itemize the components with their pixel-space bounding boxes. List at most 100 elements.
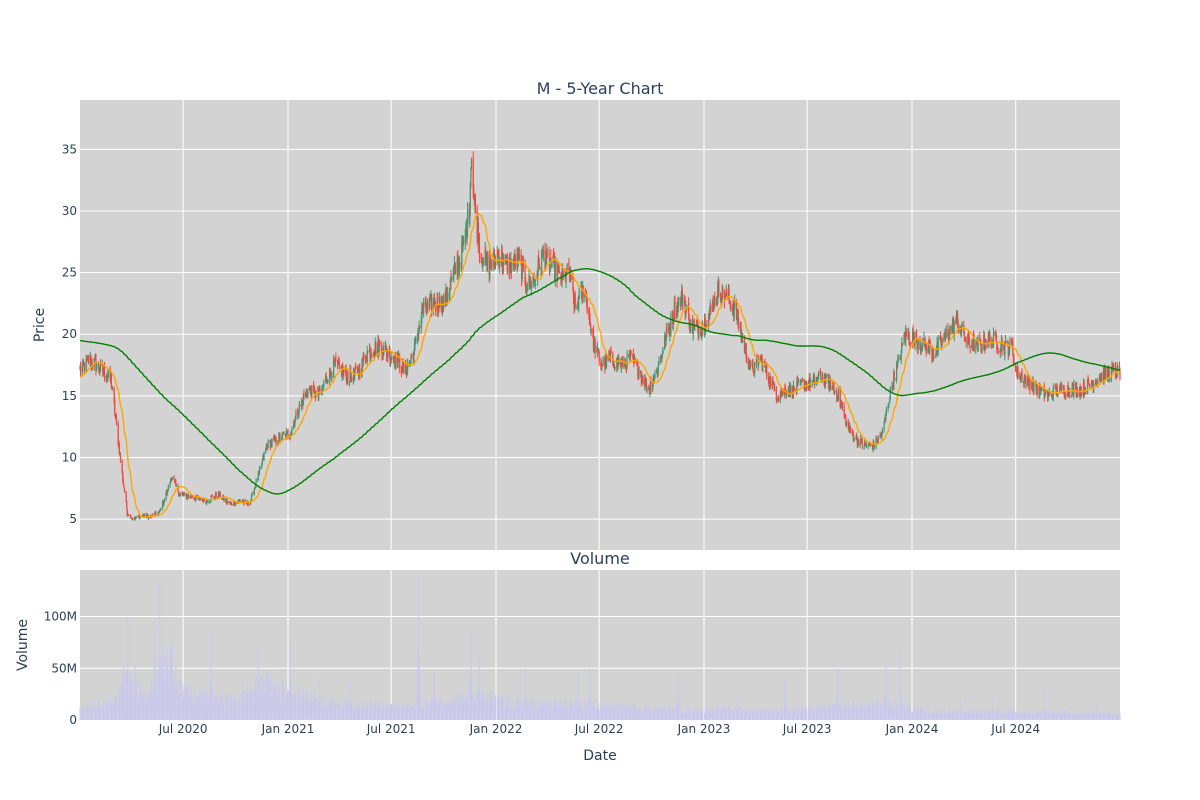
- volume-bar: [113, 704, 115, 720]
- candle-body: [562, 266, 564, 275]
- volume-bar: [493, 697, 495, 720]
- moving-average-long-line: [79, 268, 1121, 495]
- volume-bar: [175, 684, 177, 720]
- candle-body: [397, 361, 399, 368]
- volume-bar: [406, 703, 408, 720]
- volume-bar: [517, 700, 519, 720]
- candle-body: [142, 514, 144, 517]
- volume-bar: [662, 713, 664, 720]
- volume-bar: [155, 679, 157, 720]
- candle-body: [462, 240, 465, 245]
- candle-body: [425, 309, 428, 311]
- volume-bar: [298, 685, 300, 720]
- volume-bar: [700, 711, 702, 720]
- volume-bar: [1011, 710, 1013, 720]
- volume-bar: [855, 703, 857, 720]
- candle-body: [1061, 383, 1063, 392]
- candle-body: [881, 433, 883, 438]
- volume-bar: [111, 704, 113, 720]
- volume-bar: [189, 699, 191, 720]
- volume-bar: [163, 654, 165, 720]
- volume-bar: [941, 715, 943, 720]
- volume-bar: [628, 707, 630, 720]
- volume-bar: [852, 701, 854, 720]
- volume-bar: [249, 687, 251, 720]
- volume-bar: [787, 711, 789, 720]
- volume-bar: [821, 712, 823, 720]
- volume-bar: [648, 712, 650, 720]
- volume-bar: [100, 706, 102, 720]
- candle-body: [395, 352, 397, 367]
- candle-body: [792, 395, 794, 397]
- candle-body: [261, 460, 263, 465]
- volume-bar: [521, 706, 523, 720]
- volume-bar: [1056, 714, 1058, 720]
- volume-bar: [949, 710, 951, 720]
- volume-bar: [307, 695, 309, 720]
- candle-body: [796, 381, 798, 392]
- candle-body: [1064, 395, 1066, 397]
- volume-bar: [793, 707, 795, 720]
- volume-bar: [1015, 712, 1017, 720]
- volume-bar: [912, 711, 914, 720]
- candle-body: [884, 418, 886, 423]
- volume-bar: [996, 713, 998, 720]
- volume-bar: [163, 681, 165, 720]
- volume-bar: [912, 711, 914, 720]
- volume-bar: [134, 666, 136, 720]
- volume-bar: [149, 692, 151, 720]
- volume-bar: [447, 701, 449, 720]
- candle-body: [941, 346, 943, 348]
- volume-bar: [534, 702, 536, 720]
- volume-bar: [811, 705, 813, 720]
- candle-body: [460, 263, 462, 265]
- volume-bar: [444, 702, 446, 720]
- volume-bar: [325, 706, 327, 720]
- candle-body: [254, 487, 257, 488]
- volume-bar: [462, 692, 464, 720]
- volume-bar: [609, 709, 611, 720]
- volume-bar: [134, 695, 136, 720]
- volume-bar: [895, 703, 897, 720]
- candle-body: [230, 503, 233, 505]
- volume-bar: [653, 707, 655, 720]
- candle-body: [502, 260, 505, 267]
- volume-bar: [502, 702, 504, 720]
- volume-bar: [1052, 710, 1054, 720]
- volume-bar: [330, 696, 332, 720]
- volume-bar: [209, 689, 211, 720]
- volume-bar: [729, 706, 731, 720]
- candle-body: [742, 337, 744, 339]
- volume-bar: [1023, 713, 1025, 720]
- volume-bar: [800, 711, 802, 720]
- candle-body: [589, 324, 592, 331]
- volume-bar: [1089, 713, 1091, 720]
- volume-bar: [692, 713, 694, 720]
- volume-bar: [877, 701, 879, 720]
- candle-body: [1115, 374, 1117, 378]
- candle-body: [526, 288, 528, 290]
- volume-bar: [544, 699, 546, 720]
- volume-bar: [810, 706, 812, 720]
- volume-bar: [693, 712, 695, 720]
- volume-bar: [988, 715, 990, 720]
- volume-bar: [828, 703, 830, 720]
- candle-body: [233, 501, 236, 506]
- x-tick-label: Jul 2021: [366, 722, 416, 736]
- candle-body: [97, 363, 99, 365]
- volume-bar: [271, 679, 273, 720]
- volume-bar: [210, 632, 212, 720]
- candle-body: [973, 335, 975, 352]
- candle-body: [549, 259, 551, 272]
- candle-body: [1087, 380, 1089, 381]
- volume-bar: [227, 697, 229, 720]
- volume-bar: [106, 700, 108, 720]
- volume-bar: [349, 682, 351, 720]
- candle-body: [415, 337, 417, 343]
- volume-bar: [868, 702, 870, 720]
- volume-bar: [794, 713, 796, 720]
- candle-body: [622, 358, 624, 369]
- volume-bar: [892, 708, 894, 720]
- volume-bar: [1075, 715, 1077, 720]
